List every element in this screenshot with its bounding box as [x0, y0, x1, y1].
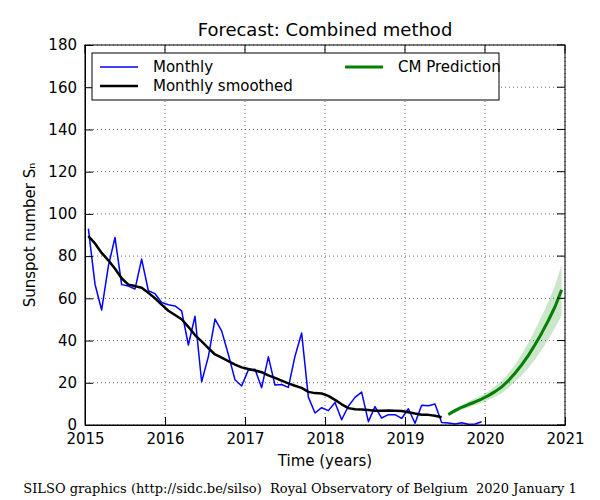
x-axis-line [86, 425, 566, 426]
y-tick-label: 80 [58, 247, 77, 265]
x-grid-line [325, 45, 326, 425]
plot-data [88, 229, 561, 424]
y-tick-mark [85, 383, 93, 384]
y-tick-label: 140 [48, 121, 77, 139]
x-tick-mark [165, 417, 166, 425]
chart-title: Forecast: Combined method [198, 19, 453, 40]
plot-frame [85, 45, 565, 425]
y-tick-label: 120 [48, 163, 77, 181]
x-tick: 2019 [386, 417, 424, 448]
y-tick-right [557, 298, 565, 299]
legend-swatch [100, 66, 138, 68]
series-line [88, 229, 481, 424]
y-tick-mark [85, 172, 93, 173]
y-tick-label: 40 [58, 332, 77, 350]
y-grid-line [85, 129, 565, 130]
y-axis: 0 20 40 60 80 100 120 140 160 180 [48, 36, 93, 434]
y-tick-right [557, 213, 565, 214]
y-grid-line [85, 382, 565, 383]
legend: MonthlyMonthly smoothed CM Prediction [92, 53, 501, 100]
x-tick-top [325, 45, 326, 53]
y-grid-line [85, 340, 565, 341]
y-tick-right [557, 340, 565, 341]
x-tick-mark [565, 417, 566, 425]
legend-swatch [345, 66, 383, 69]
y-tick-label: 0 [67, 416, 77, 434]
x-tick-label: 2017 [226, 430, 264, 448]
x-grid-line [485, 45, 486, 425]
y-tick-label: 100 [48, 205, 77, 223]
x-tick-top [565, 45, 566, 53]
y-tick: 100 [48, 205, 93, 223]
x-axis-title: Time (years) [277, 452, 372, 470]
mirror-ticks [85, 45, 565, 425]
legend-label: Monthly [153, 58, 213, 76]
chart-container: 2015201620172018201920202021020406080100… [0, 0, 600, 500]
x-tick-mark [325, 417, 326, 425]
x-tick: 2016 [146, 417, 184, 448]
x-tick-mark [485, 417, 486, 425]
series-line [88, 236, 441, 417]
y-tick: 40 [58, 332, 93, 350]
y-tick: 180 [48, 36, 93, 54]
x-tick-label: 2019 [386, 430, 424, 448]
chart-svg: 2015201620172018201920202021020406080100… [0, 0, 600, 500]
y-axis-title: Sunspot number Sₙ [21, 163, 39, 308]
x-tick-label: 2021 [546, 430, 584, 448]
background [0, 0, 600, 500]
x-tick-label: 2020 [466, 430, 504, 448]
y-tick-label: 60 [58, 290, 77, 308]
y-tick: 20 [58, 374, 93, 392]
y-tick-label: 160 [48, 79, 77, 97]
y-tick-mark [85, 129, 93, 130]
y-tick-right [557, 45, 565, 46]
legend-label: Monthly smoothed [153, 77, 293, 95]
y-grid-line [85, 256, 565, 257]
y-axis-line [85, 46, 86, 426]
y-grid-line [85, 171, 565, 172]
y-tick: 140 [48, 121, 93, 139]
x-tick-mark [405, 417, 406, 425]
x-tick-top [485, 45, 486, 53]
y-tick: 80 [58, 247, 93, 265]
y-tick-label: 20 [58, 374, 77, 392]
y-tick-mark [85, 45, 93, 46]
x-tick: 2020 [466, 417, 504, 448]
y-tick-mark [85, 214, 93, 215]
y-tick-mark [85, 256, 93, 257]
y-tick: 160 [48, 79, 93, 97]
x-tick-mark [245, 417, 246, 425]
y-tick-right [557, 87, 565, 88]
x-tick-top [405, 45, 406, 53]
y-tick-mark [85, 298, 93, 299]
x-tick: 2018 [306, 417, 344, 448]
x-tick-label: 2018 [306, 430, 344, 448]
legend-swatch [100, 85, 138, 88]
x-tick-top [165, 45, 166, 53]
y-tick-right [557, 256, 565, 257]
y-tick: 120 [48, 163, 93, 181]
y-tick-right [557, 129, 565, 130]
y-tick-label: 180 [48, 36, 77, 54]
legend-label: CM Prediction [398, 58, 501, 76]
x-tick: 2017 [226, 417, 264, 448]
x-tick: 2021 [546, 417, 584, 448]
x-axis: 2015201620172018201920202021 [66, 417, 584, 448]
x-tick-label: 2016 [146, 430, 184, 448]
x-grid-line [165, 45, 166, 425]
y-tick-right [557, 382, 565, 383]
series-line [448, 290, 561, 415]
prediction-band [448, 265, 561, 417]
y-tick: 0 [67, 416, 93, 434]
y-grid-line [85, 213, 565, 214]
y-tick-right [557, 171, 565, 172]
y-tick-mark [85, 425, 93, 426]
x-grid-line [405, 45, 406, 425]
grid [85, 45, 565, 425]
caption: SILSO graphics (http://sidc.be/silso) Ro… [23, 481, 576, 496]
y-tick: 60 [58, 290, 93, 308]
y-tick-mark [85, 341, 93, 342]
x-tick-top [245, 45, 246, 53]
